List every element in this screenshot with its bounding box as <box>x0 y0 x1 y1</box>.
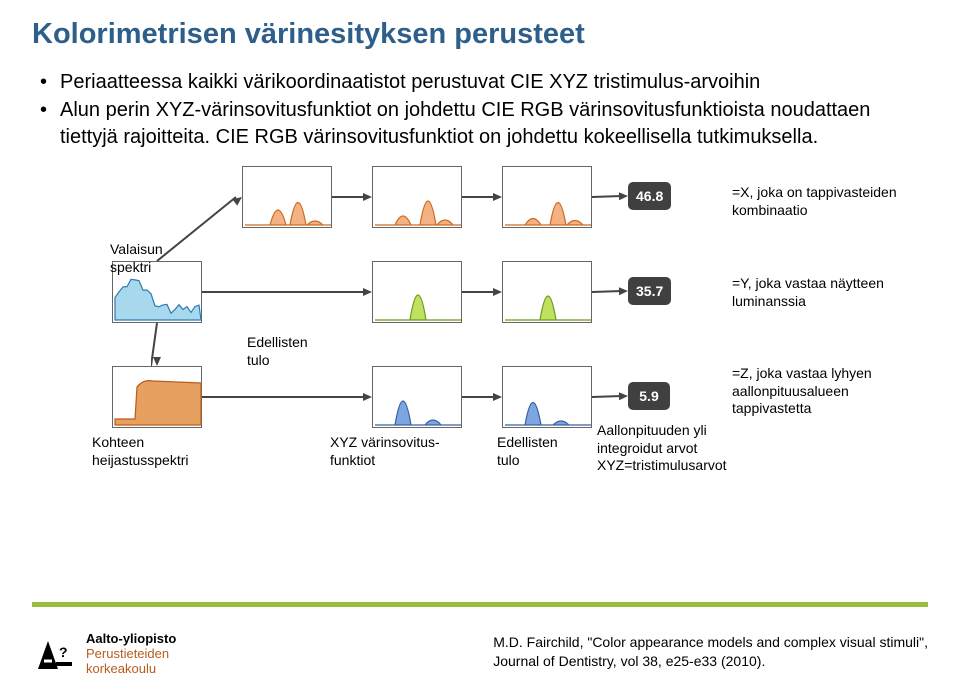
label-aallon: Aallonpituuden yli integroidut arvot XYZ… <box>597 422 727 475</box>
citation: M.D. Fairchild, "Color appearance models… <box>493 633 928 671</box>
citation-line-2: Journal of Dentistry, vol 38, e25-e33 (2… <box>493 652 928 671</box>
bullet-2: Alun perin XYZ-värinsovitusfunktiot on j… <box>40 97 928 150</box>
arrow-r2c-r2d <box>456 286 508 298</box>
svg-text:?: ? <box>59 644 68 660</box>
arrow-r3c-r3d <box>456 391 508 403</box>
citation-line-1: M.D. Fairchild, "Color appearance models… <box>493 633 928 652</box>
arrow-illum-r2c <box>196 286 378 298</box>
panel-row2_d <box>502 261 592 323</box>
arrow-r1b-r1c <box>326 191 378 203</box>
badge-z: 5.9 <box>628 382 670 410</box>
page-title: Kolorimetrisen värinesityksen perusteet <box>32 18 928 51</box>
panel-row1_b <box>242 166 332 228</box>
label-ynote: =Y, joka vastaa näytteen luminanssia <box>732 275 884 310</box>
bullet-list: Periaatteessa kaikki värikoordinaatistot… <box>32 69 928 150</box>
university-name: Aalto-yliopisto <box>86 632 176 647</box>
label-xyzfunc: XYZ värinsovitus- funktiot <box>330 434 440 469</box>
panel-row3_d <box>502 366 592 428</box>
arrow-r1d-bx <box>586 190 634 203</box>
faculty-name: Perustieteiden korkeakoulu <box>86 647 176 677</box>
badge-x: 46.8 <box>628 182 671 210</box>
badge-y: 35.7 <box>628 277 671 305</box>
logo-block: ? Aalto-yliopisto Perustieteiden korkeak… <box>32 632 176 677</box>
arrow-r2d-by <box>586 285 634 298</box>
label-edell2: Edellisten tulo <box>497 434 558 469</box>
label-xnote: =X, joka on tappivasteiden kombinaatio <box>732 184 897 219</box>
diagram: 46.8 35.7 5.9 Valaisun spektri Kohteen heija… <box>32 166 932 476</box>
label-znote: =Z, joka vastaa lyhyen aallonpituusaluee… <box>732 365 872 418</box>
panel-row3_c <box>372 366 462 428</box>
label-kohteen: Kohteen heijastusspektri <box>92 434 189 469</box>
panel-row1_c <box>372 166 462 228</box>
panel-row2_c <box>372 261 462 323</box>
bullet-1: Periaatteessa kaikki värikoordinaatistot… <box>40 69 928 95</box>
arrow-r1c-r1d <box>456 191 508 203</box>
panel-refl <box>112 366 202 428</box>
arrow-illum-refl <box>151 317 163 372</box>
arrow-refl-r3c <box>196 391 378 403</box>
label-edell1: Edellisten tulo <box>247 334 308 369</box>
aalto-logo-icon: ? <box>32 633 76 677</box>
footer-bar <box>32 602 928 607</box>
arrow-illum-r1b <box>151 191 248 267</box>
label-valaisun: Valaisun spektri <box>110 241 163 276</box>
logo-text: Aalto-yliopisto Perustieteiden korkeakou… <box>86 632 176 677</box>
arrow-r3d-bz <box>586 390 634 403</box>
panel-row1_d <box>502 166 592 228</box>
